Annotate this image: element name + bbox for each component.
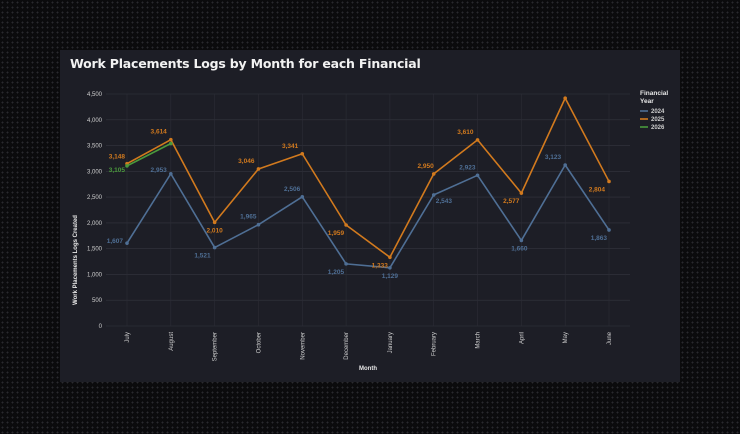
x-tick-label: July xyxy=(125,332,131,343)
data-point-2024 xyxy=(475,173,480,178)
data-point-2025 xyxy=(607,179,611,184)
y-tick-label: 4,500 xyxy=(87,92,103,98)
y-tick-label: 0 xyxy=(99,324,103,330)
data-label-2025: 1,333 xyxy=(372,262,389,269)
x-tick-label: May xyxy=(563,332,569,343)
x-tick-label: August xyxy=(169,332,175,351)
data-point-2024 xyxy=(344,262,348,266)
data-point-2026 xyxy=(169,141,173,146)
x-tick-label: November xyxy=(300,332,306,360)
data-label-2025: 3,341 xyxy=(282,143,299,150)
y-tick-label: 2,000 xyxy=(87,221,103,227)
data-point-2024 xyxy=(212,245,217,250)
chart-title: Work Placements Logs by Month for each F… xyxy=(70,56,421,71)
data-point-2024 xyxy=(607,228,611,232)
data-point-2024 xyxy=(519,238,524,243)
y-tick-label: 4,000 xyxy=(87,118,103,124)
line-chart: 0 500 1,000 1,500 2,000 2,500 3,000 3,500 4,000 4… xyxy=(73,90,668,372)
data-label-2025: 2,010 xyxy=(206,227,223,234)
x-axis-label: Month xyxy=(359,366,377,372)
data-point-2024 xyxy=(300,195,305,199)
data-label-2024: 1,660 xyxy=(511,245,528,252)
x-tick-label: October xyxy=(256,332,262,353)
data-point-2025 xyxy=(256,167,261,171)
data-label-2024: 1,863 xyxy=(591,235,608,242)
x-tick-label: February xyxy=(432,332,438,356)
data-label-2024: 2,953 xyxy=(151,167,168,174)
y-tick-label: 2,500 xyxy=(87,195,103,201)
data-point-2024 xyxy=(388,265,392,270)
x-tick-label: April xyxy=(519,332,525,344)
data-label-2025: 3,148 xyxy=(109,154,126,161)
data-point-2024 xyxy=(125,241,129,245)
data-point-2025 xyxy=(169,137,173,142)
data-point-2024 xyxy=(256,222,261,227)
y-tick-label: 1,500 xyxy=(87,247,103,253)
data-label-2025: 1,959 xyxy=(328,230,345,237)
data-label-2025: 2,804 xyxy=(589,186,606,193)
data-point-2025 xyxy=(300,151,305,156)
x-axis-ticks: July August September October November Decemb… xyxy=(125,331,613,361)
data-point-2024 xyxy=(169,171,173,176)
data-label-2024: 2,506 xyxy=(284,186,301,193)
y-tick-label: 3,000 xyxy=(87,169,103,175)
series-line-2024 xyxy=(126,164,610,269)
data-point-2025 xyxy=(344,223,348,227)
x-tick-label: September xyxy=(213,332,219,361)
data-point-2024 xyxy=(431,193,436,197)
y-tick-label: 1,000 xyxy=(87,272,103,278)
data-label-2025: 2,950 xyxy=(417,163,434,170)
data-point-2025 xyxy=(475,138,480,142)
data-label-2024: 1,521 xyxy=(194,253,211,260)
data-label-2025: 3,614 xyxy=(151,129,168,136)
legend-label-2026: 2026 xyxy=(651,125,665,131)
x-tick-label: June xyxy=(607,331,613,345)
data-point-2025 xyxy=(563,96,567,100)
legend-label-2025: 2025 xyxy=(651,117,665,123)
data-label-2025: 2,577 xyxy=(503,198,520,205)
data-label-2025: 3,046 xyxy=(238,158,255,165)
x-tick-label: March xyxy=(476,332,482,349)
data-point-2024 xyxy=(563,163,567,167)
data-point-2025 xyxy=(519,191,524,195)
data-point-2025 xyxy=(431,172,436,176)
grid-lines xyxy=(106,93,630,327)
data-label-2024: 1,205 xyxy=(328,269,345,276)
data-label-2024: 1,965 xyxy=(240,214,257,221)
data-label-2024: 2,923 xyxy=(459,164,476,171)
chart-panel: Work Placements Logs by Month for each F… xyxy=(60,50,680,382)
y-tick-label: 3,500 xyxy=(87,144,103,150)
x-tick-label: January xyxy=(388,332,394,353)
data-point-2025 xyxy=(388,255,392,260)
series-line-2026 xyxy=(126,142,172,167)
y-axis-ticks: 0 500 1,000 1,500 2,000 2,500 3,000 3,500 4,000 4… xyxy=(87,92,103,330)
data-point-2026 xyxy=(125,164,129,168)
data-label-2024: 1,607 xyxy=(107,238,124,245)
y-axis-label: Work Placements Logs Created xyxy=(73,215,79,305)
data-label-2024: 3,123 xyxy=(545,154,562,161)
y-tick-label: 500 xyxy=(92,298,103,304)
legend-title: Financial xyxy=(640,90,668,97)
data-label-2024: 1,129 xyxy=(382,273,399,280)
series-lines xyxy=(125,96,611,270)
data-labels: 1,607 2,953 1,521 1,965 2,506 1,205 1,129 2,543… xyxy=(107,129,608,280)
series-line-2025 xyxy=(126,97,610,259)
x-tick-label: December xyxy=(344,332,350,360)
legend-label-2024: 2024 xyxy=(651,109,665,115)
data-label-2024: 2,543 xyxy=(436,198,453,205)
data-label-2025: 3,610 xyxy=(457,129,474,136)
legend-title: Year xyxy=(640,98,654,105)
data-point-2025 xyxy=(212,220,217,225)
data-label-2026: 3,105 xyxy=(109,167,126,174)
